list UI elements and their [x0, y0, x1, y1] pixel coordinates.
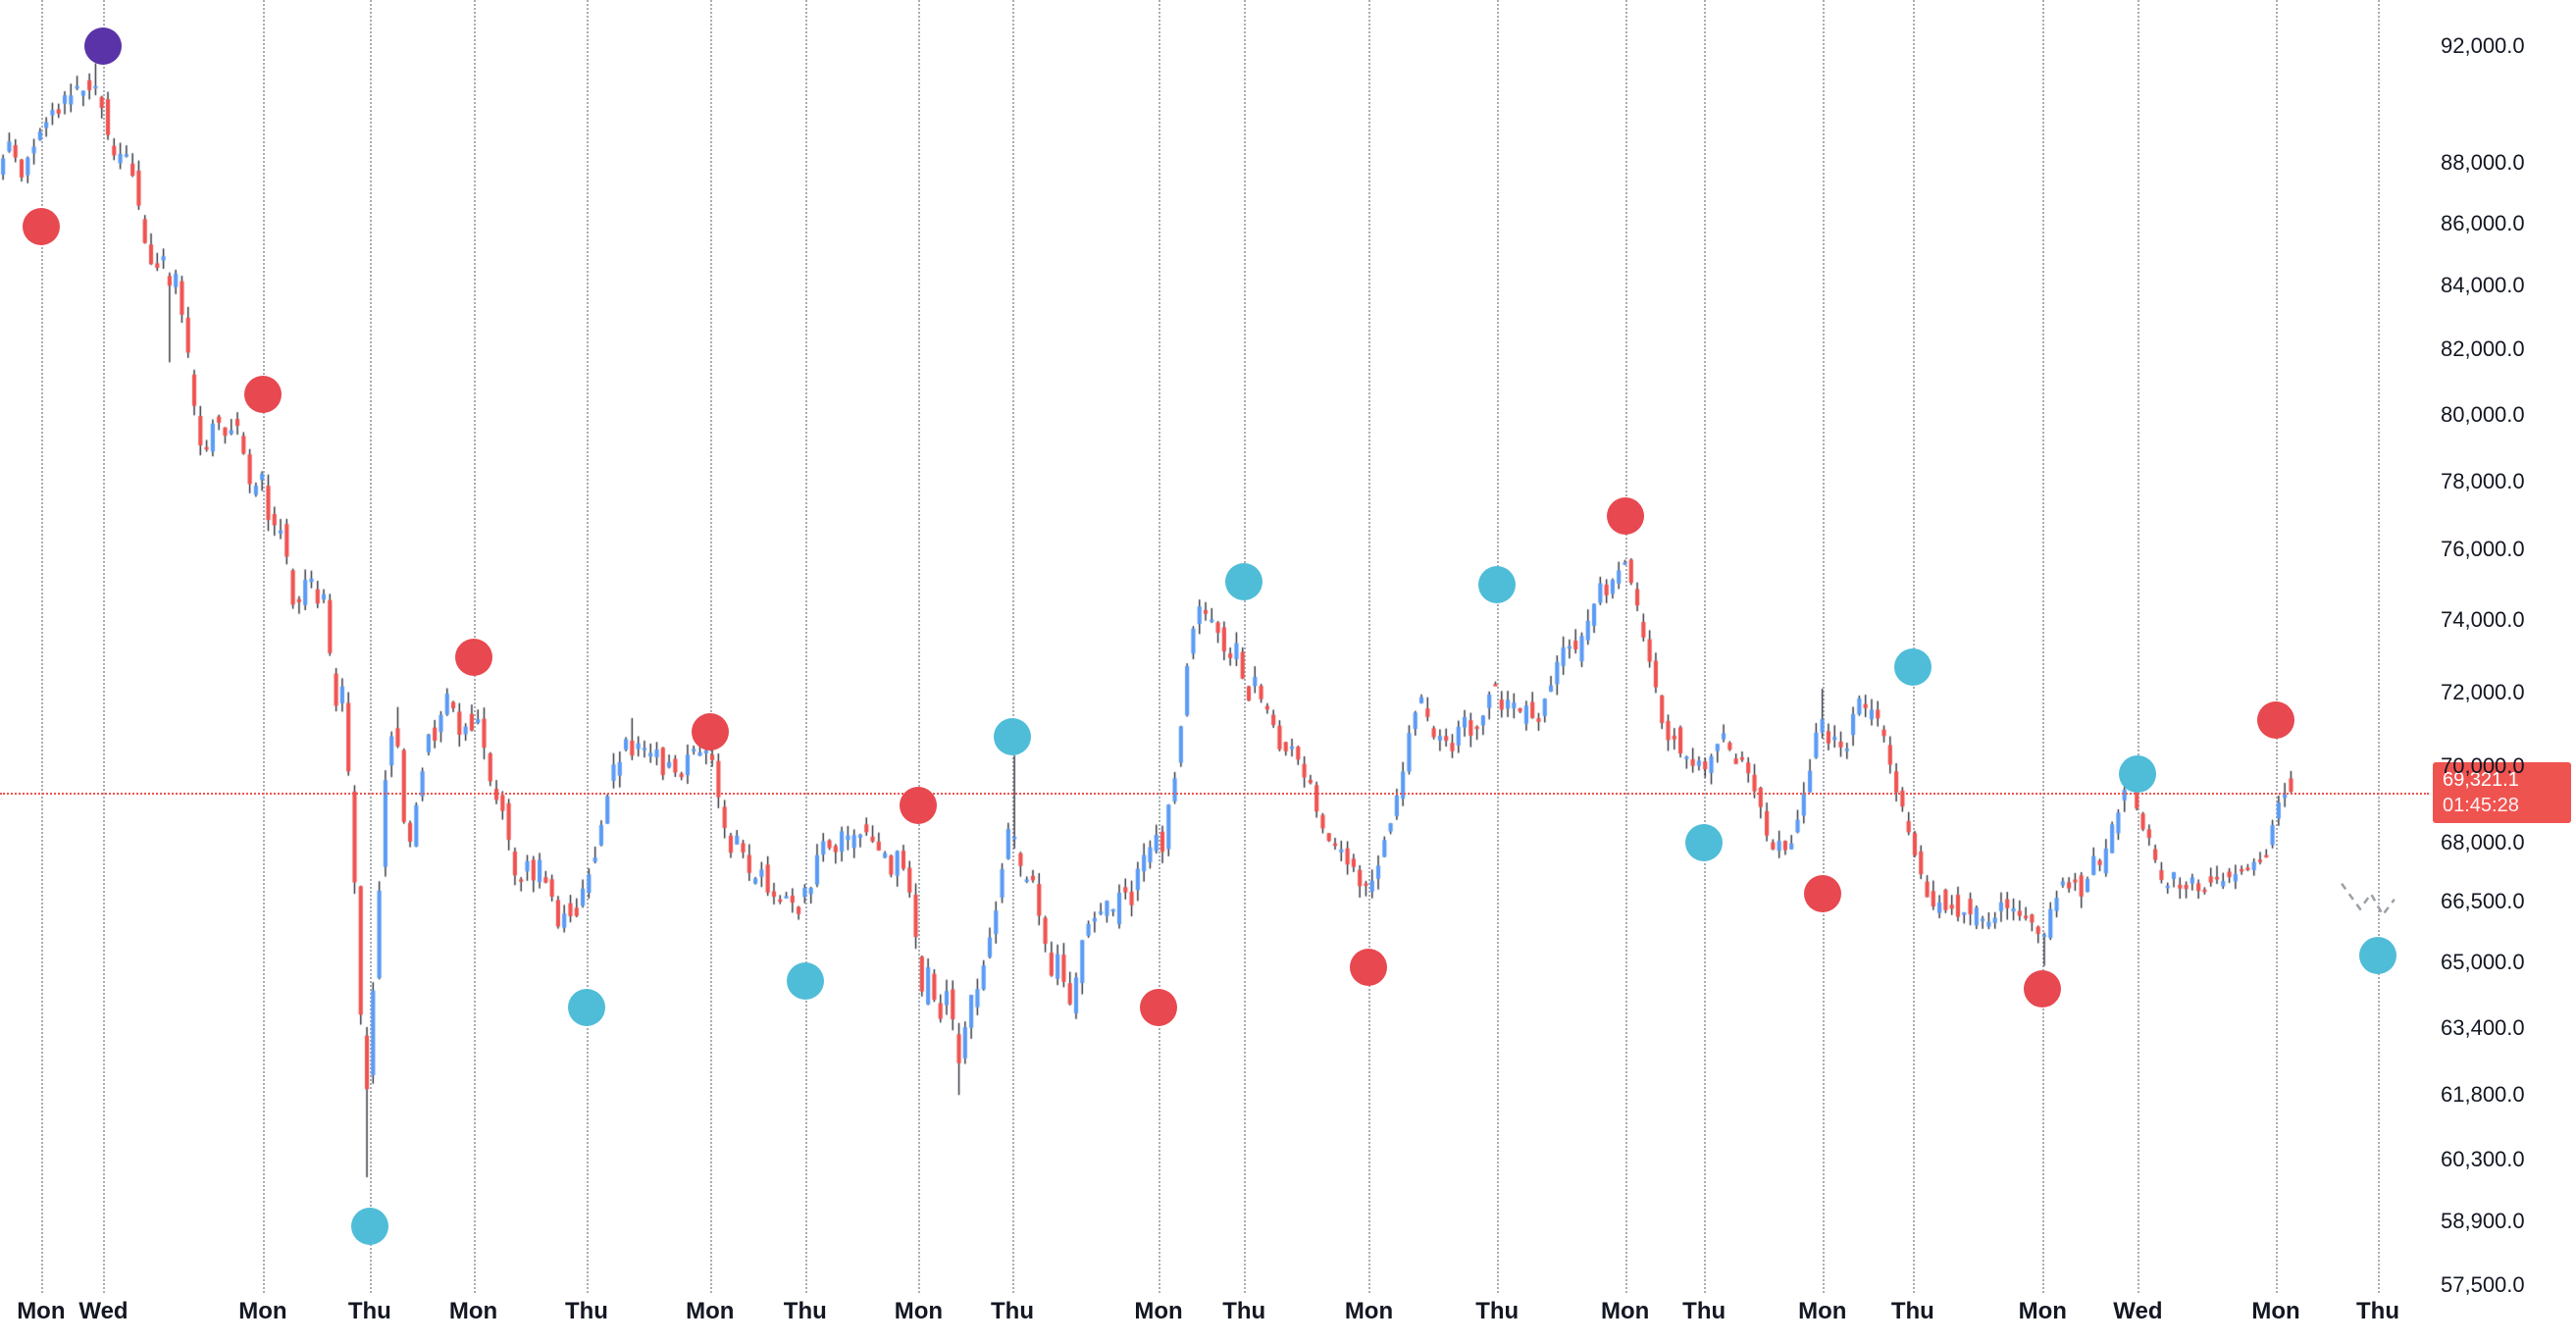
price-axis-label: 63,400.0: [2441, 1014, 2525, 1040]
time-axis-label: Wed: [78, 1298, 129, 1324]
price-axis-label: 78,000.0: [2441, 468, 2525, 493]
signal-marker-cyan[interactable]: [2119, 755, 2157, 794]
bar-countdown: 01:45:28: [2443, 794, 2519, 816]
signal-marker-cyan[interactable]: [350, 1207, 388, 1245]
price-axis-label: 74,000.0: [2441, 607, 2525, 633]
price-axis-label: 70,000.0: [2441, 753, 2525, 779]
plot-area[interactable]: [0, 0, 2429, 1293]
signal-marker-red[interactable]: [2024, 970, 2062, 1008]
time-axis-label: Mon: [17, 1298, 66, 1324]
time-axis-label: Thu: [564, 1298, 608, 1324]
price-axis-label: 92,000.0: [2441, 33, 2525, 58]
signal-marker-cyan[interactable]: [567, 989, 605, 1027]
time-axis-label: Mon: [894, 1298, 944, 1324]
signal-marker-cyan[interactable]: [1478, 565, 1517, 603]
time-axis-label: Thu: [990, 1298, 1034, 1324]
time-axis-label: Thu: [2356, 1298, 2399, 1324]
time-axis-label: Thu: [347, 1298, 391, 1324]
price-axis-label: 61,800.0: [2441, 1082, 2525, 1108]
price-axis-label: 68,000.0: [2441, 830, 2525, 855]
price-axis-label: 80,000.0: [2441, 401, 2525, 427]
signal-marker-red[interactable]: [22, 208, 60, 246]
signal-marker-purple[interactable]: [84, 27, 123, 65]
time-axis-label: Thu: [783, 1298, 827, 1324]
signal-marker-cyan[interactable]: [786, 962, 824, 1001]
price-axis[interactable]: 69,321.1 01:45:28 92,000.0 88,000.0 86,000…: [2429, 0, 2576, 1297]
signal-marker-cyan[interactable]: [2359, 936, 2396, 974]
signal-marker-red[interactable]: [1803, 875, 1841, 913]
price-axis-label: 88,000.0: [2441, 150, 2525, 176]
price-axis-label: 86,000.0: [2441, 211, 2525, 236]
signal-marker-red[interactable]: [900, 787, 938, 825]
time-axis-label: Thu: [1475, 1298, 1520, 1324]
price-axis-label: 60,300.0: [2441, 1147, 2525, 1172]
time-axis-label: Wed: [2113, 1298, 2163, 1324]
signal-marker-cyan[interactable]: [1893, 648, 1932, 687]
time-axis[interactable]: Mon Wed Mon Thu Mon Thu Mon Thu Mon Thu Mon Thu Mon T…: [0, 1293, 2429, 1344]
current-price-line: [0, 792, 2429, 795]
price-axis-label: 76,000.0: [2441, 537, 2525, 562]
time-axis-label: Mon: [448, 1298, 498, 1324]
time-axis-label: Mon: [686, 1298, 735, 1324]
price-axis-label: 72,000.0: [2441, 679, 2525, 704]
time-axis-label: Mon: [1798, 1298, 1847, 1324]
signal-marker-red[interactable]: [243, 376, 282, 414]
signal-marker-cyan[interactable]: [1225, 563, 1263, 601]
signal-marker-cyan[interactable]: [993, 717, 1031, 755]
time-axis-label: Mon: [238, 1298, 287, 1324]
price-axis-label: 58,900.0: [2441, 1209, 2525, 1234]
signal-marker-red[interactable]: [1606, 496, 1644, 535]
price-axis-label: 82,000.0: [2441, 336, 2525, 362]
time-axis-label: Mon: [1134, 1298, 1183, 1324]
signal-marker-cyan[interactable]: [1685, 824, 1724, 862]
time-axis-label: Mon: [2251, 1298, 2300, 1324]
current-price-label: 69,321.1 01:45:28: [2433, 761, 2571, 823]
signal-marker-red[interactable]: [1350, 948, 1388, 986]
candles-canvas[interactable]: [0, 0, 2429, 1293]
price-axis-label: 66,500.0: [2441, 889, 2525, 914]
price-axis-label: 84,000.0: [2441, 273, 2525, 298]
current-price-value: 69,321.1: [2443, 768, 2519, 791]
signal-marker-red[interactable]: [1140, 989, 1178, 1027]
time-axis-label: Mon: [2018, 1298, 2067, 1324]
time-axis-label: Mon: [1344, 1298, 1394, 1324]
time-axis-label: Thu: [1222, 1298, 1266, 1324]
time-axis-label: Thu: [1682, 1298, 1726, 1324]
signal-marker-red[interactable]: [691, 712, 729, 750]
signal-marker-red[interactable]: [2257, 701, 2294, 740]
time-axis-label: Thu: [1890, 1298, 1934, 1324]
price-axis-label: 57,500.0: [2441, 1272, 2525, 1297]
price-axis-label: 65,000.0: [2441, 949, 2525, 974]
time-axis-label: Mon: [1601, 1298, 1650, 1324]
signal-marker-red[interactable]: [454, 639, 492, 677]
